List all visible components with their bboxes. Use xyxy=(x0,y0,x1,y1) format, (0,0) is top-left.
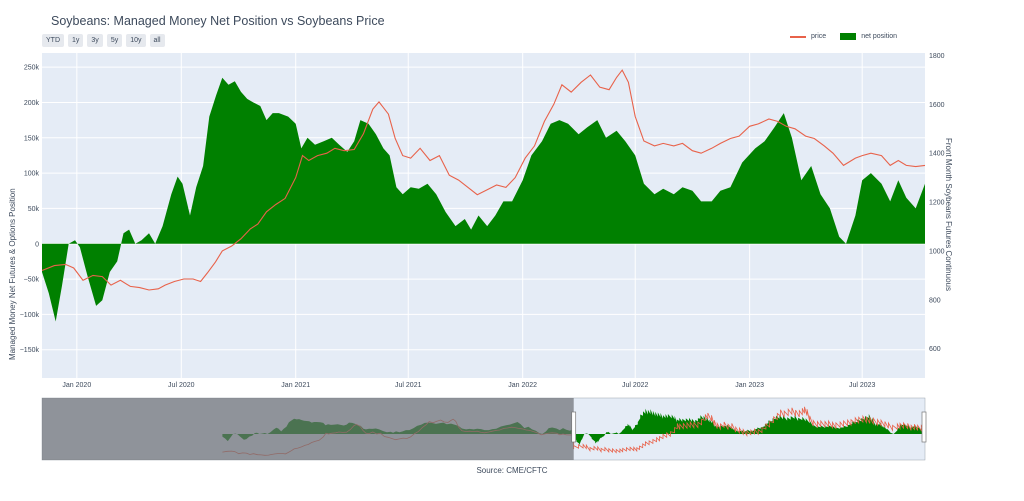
x-tick-label: Jan 2020 xyxy=(62,382,91,389)
price-line-layer xyxy=(41,69,926,291)
range-button-all[interactable]: all xyxy=(149,34,165,47)
legend: price net position xyxy=(790,33,897,40)
y-left-tick-label: 50k xyxy=(28,206,40,213)
y-left-tick-label: −100k xyxy=(20,312,40,319)
y-left-tick-label: 100k xyxy=(24,171,40,178)
x-tick-label: Jan 2023 xyxy=(735,382,764,389)
range-button-5y[interactable]: 5y xyxy=(106,34,123,47)
legend-label-net-position: net position xyxy=(861,33,897,40)
y-left-tick-label: 150k xyxy=(24,135,40,142)
x-tick-label: Jul 2023 xyxy=(849,382,876,389)
legend-item-price[interactable]: price xyxy=(790,33,826,40)
x-tick-label: Jan 2022 xyxy=(508,382,537,389)
net-position-area-layer xyxy=(42,77,925,322)
rangeslider-right-handle[interactable] xyxy=(921,411,927,443)
range-button-10y[interactable]: 10y xyxy=(126,34,146,47)
y-left-tick-label: −50k xyxy=(24,277,40,284)
y-left-tick-label: 0 xyxy=(35,241,39,248)
rangeslider-unselected-mask xyxy=(42,398,574,460)
y-left-tick-label: 250k xyxy=(24,65,40,72)
x-tick-label: Jul 2022 xyxy=(622,382,649,389)
y-right-tick-label: 1800 xyxy=(929,53,945,60)
x-tick-label: Jul 2020 xyxy=(168,382,195,389)
y-right-tick-label: 600 xyxy=(929,346,941,353)
range-selector: YTD 1y 3y 5y 10y all xyxy=(42,34,165,47)
axis-ticks: 250k 200k 150k 100k 50k 0 −50k −100k −150k 1800 16… xyxy=(20,53,945,389)
net-position-area xyxy=(42,77,925,322)
price-line xyxy=(41,69,926,291)
y-right-tick-label: 800 xyxy=(929,297,941,304)
y-right-tick-label: 1000 xyxy=(929,248,945,255)
range-button-1y[interactable]: 1y xyxy=(68,34,84,47)
rangeslider-left-handle[interactable] xyxy=(571,411,577,443)
legend-swatch-price xyxy=(790,35,806,38)
chart-title: Soybeans: Managed Money Net Position vs … xyxy=(51,14,385,28)
y-right-tick-label: 1400 xyxy=(929,151,945,158)
legend-item-net-position[interactable]: net position xyxy=(840,33,897,40)
y-left-tick-label: −150k xyxy=(20,347,40,354)
range-button-3y[interactable]: 3y xyxy=(87,34,103,47)
x-tick-label: Jan 2021 xyxy=(281,382,310,389)
range-button-ytd[interactable]: YTD xyxy=(42,34,64,47)
legend-label-price: price xyxy=(811,33,827,40)
y-right-tick-label: 1200 xyxy=(929,200,945,207)
legend-swatch-net-position xyxy=(840,33,857,40)
y-left-tick-label: 200k xyxy=(24,100,40,107)
rangeslider-net-position-area xyxy=(222,408,925,446)
x-tick-label: Jul 2021 xyxy=(395,382,422,389)
source-note: Source: CME/CFTC xyxy=(476,466,548,475)
y-right-tick-label: 1600 xyxy=(929,102,945,109)
